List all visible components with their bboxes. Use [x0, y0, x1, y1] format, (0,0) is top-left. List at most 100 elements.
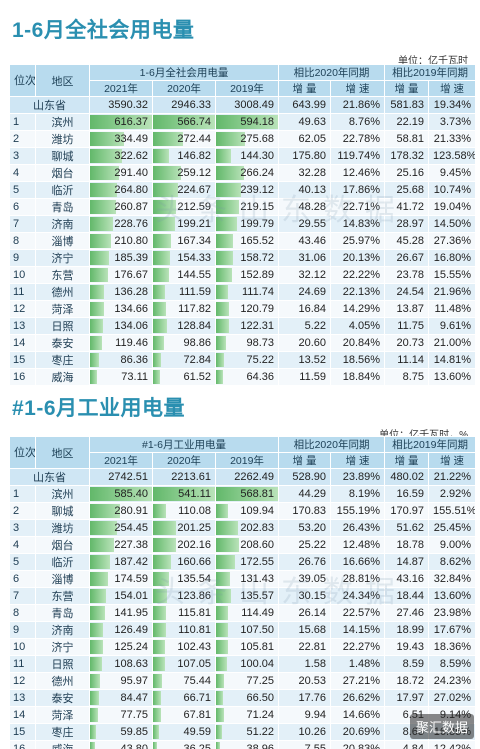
rank-cell: 3 — [9, 519, 36, 537]
value-text: 199.21 — [177, 218, 211, 230]
inc19-cell: 18.72 — [384, 672, 430, 690]
table2-province-row: 山东省 2742.51 2213.61 2262.49 528.90 23.89… — [9, 468, 477, 486]
inc20-cell: 31.06 — [278, 249, 331, 267]
region-cell: 淄博 — [35, 570, 90, 588]
table-row: 6 青岛 260.87 212.59 219.15 48.28 22.71% 41.72 19.… — [9, 198, 477, 216]
value-bar — [90, 742, 95, 749]
rank-cell: 14 — [9, 706, 36, 724]
table1-col-rate20: 增 速 — [329, 80, 386, 97]
value-bar — [216, 555, 235, 569]
province-rate20: 21.86% — [329, 96, 386, 114]
table-row: 1 滨州 616.37 566.74 594.18 49.63 8.76% 22.19 3.73… — [9, 113, 477, 131]
value-2021-cell: 84.47 — [89, 689, 153, 707]
value-text: 67.81 — [183, 709, 211, 721]
rank-cell: 6 — [9, 570, 36, 588]
value-bar — [90, 504, 120, 518]
table2-group-2019-header: 相比2019年同期 — [384, 436, 477, 453]
rank-cell: 5 — [9, 181, 36, 199]
table-row: 9 济南 126.49 110.81 107.50 15.68 14.15% 18.99 17.… — [9, 621, 477, 639]
value-text: 322.62 — [114, 150, 148, 162]
table-row: 8 淄博 210.80 167.34 165.52 43.46 25.97% 45.28 27.… — [9, 232, 477, 250]
value-bar — [153, 623, 166, 637]
value-bar — [153, 572, 169, 586]
value-2019-cell: 275.68 — [215, 130, 279, 148]
rate20-cell: 26.43% — [330, 519, 386, 537]
inc19-cell: 4.84 — [384, 740, 430, 749]
rank-cell: 16 — [9, 368, 36, 386]
value-text: 122.31 — [240, 320, 274, 332]
inc19-cell: 20.73 — [384, 334, 430, 352]
rate20-cell: 14.15% — [330, 621, 386, 639]
rank-cell: 15 — [9, 723, 36, 741]
value-text: 568.81 — [240, 488, 275, 500]
value-2019-cell: 51.22 — [214, 723, 280, 741]
inc20-cell: 26.14 — [278, 604, 332, 622]
rate19-cell: 13.60% — [428, 587, 477, 605]
value-text: 109.94 — [240, 505, 275, 517]
value-text: 111.59 — [178, 286, 211, 298]
table-row: 10 东营 176.67 144.55 152.89 32.12 22.22% 23.78 15… — [9, 266, 477, 284]
table1-rank-header: 位次 — [9, 64, 36, 97]
value-bar — [216, 521, 239, 535]
value-bar — [216, 572, 231, 586]
rate20-cell: 24.34% — [330, 587, 386, 605]
value-bar — [90, 725, 97, 739]
inc20-cell: 10.26 — [278, 723, 332, 741]
table2-group-main-header: #1-6月工业用电量 — [88, 436, 280, 453]
rank-cell: 4 — [9, 536, 36, 554]
value-2021-cell: 108.63 — [89, 655, 153, 673]
value-bar — [90, 606, 106, 620]
value-2021-cell: 228.76 — [89, 215, 153, 233]
rate20-cell: 8.76% — [329, 113, 386, 131]
table2-title: #1-6月工业用电量 — [12, 397, 186, 420]
value-text: 108.63 — [114, 658, 148, 670]
value-bar — [90, 251, 109, 265]
value-bar — [153, 674, 162, 688]
value-bar — [153, 183, 178, 197]
value-bar — [216, 336, 227, 350]
table1-col-rate19: 增 速 — [428, 80, 477, 97]
value-bar — [216, 234, 234, 248]
value-text: 541.11 — [178, 488, 211, 500]
value-bar — [90, 572, 109, 586]
value-2021-cell: 126.49 — [89, 621, 153, 639]
value-2020-cell: 135.54 — [152, 570, 216, 588]
value-text: 228.76 — [114, 218, 148, 230]
inc19-cell: 58.81 — [384, 130, 430, 148]
inc20-cell: 39.05 — [278, 570, 332, 588]
value-text: 210.80 — [114, 235, 148, 247]
province-rate19: 19.34% — [428, 96, 477, 114]
value-bar — [153, 640, 165, 654]
table1-col-2019: 2019年 — [215, 80, 279, 97]
value-bar — [90, 589, 107, 603]
region-cell: 聊城 — [35, 502, 90, 520]
table-row: 11 日照 108.63 107.05 100.04 1.58 1.48% 8.59 8.59% — [9, 655, 477, 673]
rate20-cell: 25.97% — [329, 232, 386, 250]
rate20-cell: 16.66% — [330, 553, 386, 571]
inc19-cell: 13.87 — [384, 300, 430, 318]
value-text: 61.52 — [183, 371, 211, 383]
province-inc20: 528.90 — [278, 468, 332, 486]
table1-group-2020-header: 相比2020年同期 — [277, 64, 386, 81]
value-2019-cell: 98.73 — [215, 334, 279, 352]
rate19-cell: 3.73% — [428, 113, 477, 131]
region-cell: 东营 — [35, 587, 90, 605]
value-bar — [90, 521, 117, 535]
rate20-cell: 1.48% — [330, 655, 386, 673]
value-bar — [90, 691, 99, 705]
value-bar — [216, 657, 227, 671]
inc20-cell: 53.20 — [278, 519, 332, 537]
rank-cell: 12 — [9, 300, 36, 318]
rank-cell: 14 — [9, 334, 36, 352]
value-text: 272.44 — [177, 133, 211, 145]
value-2020-cell: 259.12 — [152, 164, 216, 182]
value-text: 291.40 — [114, 167, 148, 179]
region-cell: 德州 — [35, 283, 90, 301]
value-2019-cell: 135.57 — [214, 587, 280, 605]
rank-cell: 9 — [9, 621, 36, 639]
value-text: 136.28 — [114, 286, 148, 298]
value-2019-cell: 109.94 — [214, 502, 280, 520]
rank-cell: 2 — [9, 502, 36, 520]
table-row: 16 威海 73.11 61.52 64.36 11.59 18.84% 8.75 13.60% — [9, 368, 477, 386]
province-name: 山东省 — [9, 96, 90, 114]
